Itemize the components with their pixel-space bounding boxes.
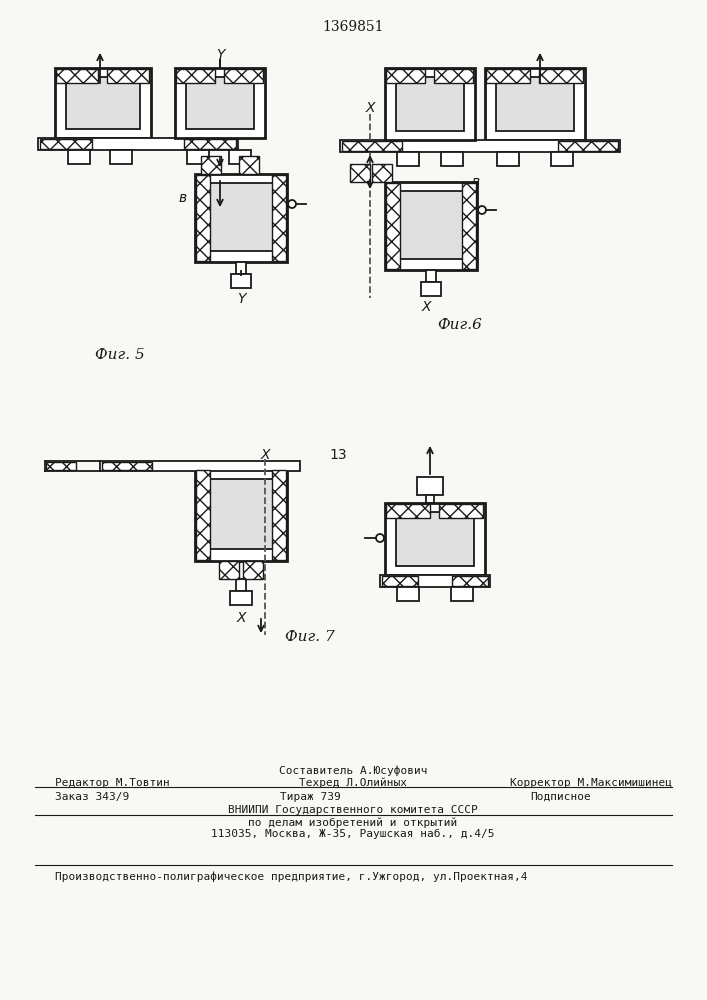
Bar (56, 69, 98, 83)
Bar (206, 183, 276, 251)
Bar (38, 138, 238, 150)
Bar (485, 68, 585, 140)
Bar (434, 69, 473, 83)
Bar (527, 86, 553, 104)
Text: X: X (421, 300, 431, 314)
Text: в: в (472, 175, 480, 189)
Bar (342, 141, 402, 151)
Bar (452, 576, 488, 586)
Bar (184, 139, 236, 149)
Text: X: X (236, 611, 246, 625)
Bar (229, 150, 251, 164)
Text: по делам изобретений и открытий: по делам изобретений и открытий (248, 817, 457, 828)
Bar (396, 77, 464, 131)
Bar (87, 86, 113, 104)
Text: в: в (179, 191, 187, 205)
Bar (272, 175, 286, 261)
Bar (196, 175, 210, 261)
Bar (40, 139, 92, 149)
Bar (176, 69, 215, 83)
Bar (462, 183, 476, 269)
Bar (372, 164, 392, 182)
Bar (417, 477, 443, 495)
Text: Y: Y (237, 292, 245, 306)
Bar (385, 182, 477, 270)
Text: Заказ 343/9: Заказ 343/9 (55, 792, 129, 802)
Bar (201, 156, 221, 174)
Bar (539, 69, 583, 83)
Bar (441, 152, 463, 166)
Bar (66, 77, 140, 129)
Bar (558, 141, 618, 151)
Bar (551, 152, 573, 166)
Bar (382, 576, 418, 586)
Text: Корректор М.Максимишинец: Корректор М.Максимишинец (510, 778, 672, 788)
Bar (239, 156, 259, 174)
Bar (486, 69, 530, 83)
Bar (439, 504, 483, 518)
Bar (497, 152, 519, 166)
Text: 113035, Москва, Ж-35, Раушская наб., д.4/5: 113035, Москва, Ж-35, Раушская наб., д.4… (211, 829, 495, 839)
Bar (340, 140, 620, 152)
Bar (231, 274, 251, 288)
Bar (219, 561, 239, 579)
Bar (186, 77, 254, 129)
Bar (243, 561, 263, 579)
Text: X: X (260, 448, 270, 462)
Bar (110, 150, 132, 164)
Bar (46, 462, 76, 470)
Bar (196, 470, 210, 560)
Text: ВНИИПИ Государственного комитета СССР: ВНИИПИ Государственного комитета СССР (228, 805, 478, 815)
Bar (236, 579, 246, 591)
Bar (451, 587, 473, 601)
Bar (107, 69, 149, 83)
Text: Составитель А.Юсуфович: Составитель А.Юсуфович (279, 765, 427, 776)
Bar (496, 77, 574, 131)
Text: Тираж 739: Тираж 739 (280, 792, 341, 802)
Text: Производственно-полиграфическое предприятие, г.Ужгород, ул.Проектная,4: Производственно-полиграфическое предприя… (55, 872, 527, 882)
Bar (272, 470, 286, 560)
Bar (195, 174, 287, 262)
Bar (421, 282, 441, 296)
Bar (536, 104, 544, 112)
Bar (96, 104, 104, 112)
Bar (386, 504, 430, 518)
Bar (396, 191, 466, 259)
Text: Техред Л.Олийных: Техред Л.Олийных (299, 778, 407, 788)
Text: Фиг. 5: Фиг. 5 (95, 348, 145, 362)
Bar (187, 150, 209, 164)
Bar (175, 68, 265, 138)
Bar (426, 270, 436, 282)
Bar (68, 150, 90, 164)
Text: Подписное: Подписное (530, 792, 591, 802)
Bar (236, 262, 246, 274)
Bar (385, 503, 485, 575)
Bar (397, 152, 419, 166)
Bar (386, 69, 425, 83)
Bar (385, 68, 475, 140)
Bar (350, 164, 370, 182)
Text: X: X (366, 101, 375, 115)
Bar (195, 469, 287, 561)
Bar (397, 587, 419, 601)
Bar (386, 183, 400, 269)
Bar (55, 68, 151, 138)
Bar (100, 461, 300, 471)
Bar (206, 479, 276, 549)
Bar (230, 591, 252, 605)
Text: 13: 13 (329, 448, 347, 462)
Text: Редактор М.Товтин: Редактор М.Товтин (55, 778, 170, 788)
Text: Y: Y (216, 48, 224, 62)
Bar (396, 512, 474, 566)
Text: Фиг.6: Фиг.6 (438, 318, 482, 332)
Text: Фиг. 7: Фиг. 7 (285, 630, 335, 644)
Bar (224, 69, 263, 83)
Bar (426, 495, 434, 503)
Bar (380, 575, 490, 587)
Text: 1369851: 1369851 (322, 20, 384, 34)
Bar (102, 462, 152, 470)
